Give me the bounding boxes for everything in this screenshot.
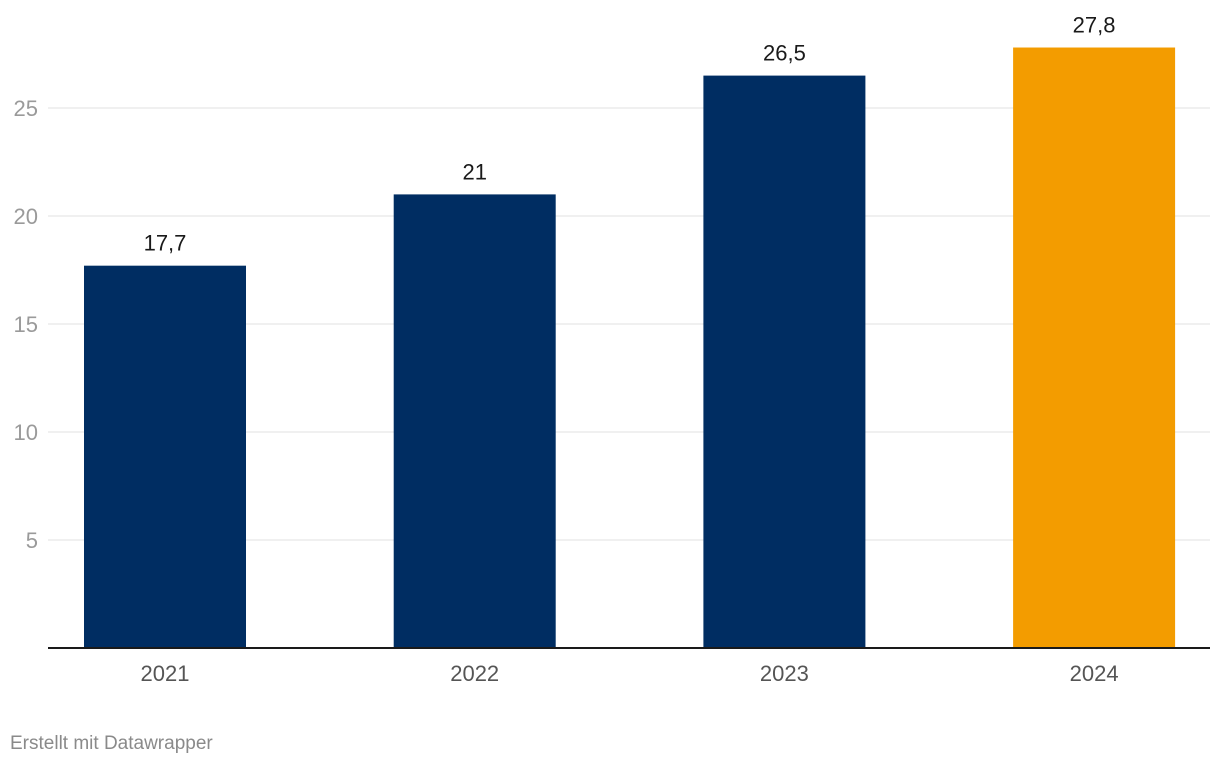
y-tick-label: 20 <box>14 204 38 229</box>
credit-text: Erstellt mit Datawrapper <box>10 733 213 754</box>
x-axis-tick-labels: 2021 2022 2023 2024 <box>141 661 1119 686</box>
x-tick-label-2021: 2021 <box>141 661 190 686</box>
x-tick-label-2022: 2022 <box>450 661 499 686</box>
bars <box>84 47 1176 649</box>
y-tick-label: 5 <box>26 528 38 553</box>
data-labels: 17,7 21 26,5 27,8 <box>144 13 1116 256</box>
bar-2021 <box>84 265 246 648</box>
data-label-2021: 17,7 <box>144 231 187 256</box>
data-label-2022: 21 <box>462 159 486 184</box>
x-tick-label-2024: 2024 <box>1070 661 1119 686</box>
y-axis-tick-labels: 5 10 15 20 25 <box>14 96 38 553</box>
y-tick-label: 15 <box>14 312 38 337</box>
bar-2024 <box>1013 47 1176 648</box>
data-label-2023: 26,5 <box>763 41 806 66</box>
data-label-2024: 27,8 <box>1073 13 1116 38</box>
y-tick-label: 10 <box>14 420 38 445</box>
y-tick-label: 25 <box>14 96 38 121</box>
x-tick-label-2023: 2023 <box>760 661 809 686</box>
bar-2022 <box>393 194 556 648</box>
bar-2023 <box>703 75 866 649</box>
